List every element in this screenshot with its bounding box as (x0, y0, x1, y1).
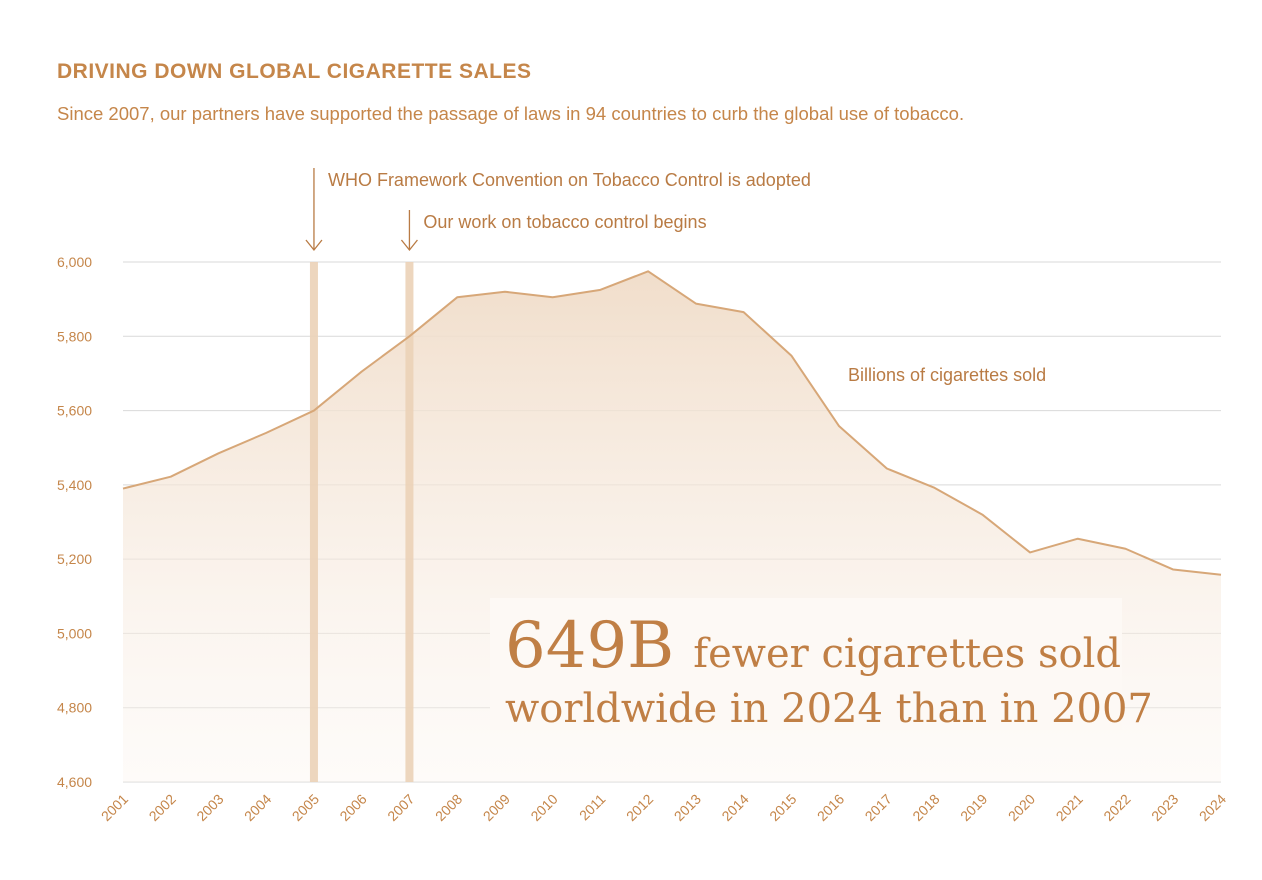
x-tick-label: 2023 (1148, 791, 1181, 824)
data-point (598, 288, 602, 292)
x-tick-label: 2009 (480, 791, 513, 824)
data-point (885, 467, 889, 471)
event-marker-bar (309, 262, 318, 782)
data-point (1076, 537, 1080, 541)
callout-backdrop (490, 598, 1122, 730)
x-tick-label: 2013 (671, 791, 704, 824)
data-point (121, 487, 125, 491)
x-tick-label: 2018 (909, 791, 942, 824)
x-tick-label: 2007 (384, 791, 417, 824)
y-tick-label: 5,800 (57, 328, 92, 344)
arrow-head-icon (400, 239, 418, 252)
y-tick-label: 5,000 (57, 625, 92, 641)
event-annotation: WHO Framework Convention on Tobacco Cont… (328, 170, 811, 190)
x-tick-label: 2022 (1100, 791, 1133, 824)
data-point (264, 431, 268, 435)
callout-line2: worldwide in 2024 than in 2007 (505, 686, 1153, 732)
x-tick-label: 2003 (193, 791, 226, 824)
data-point (1171, 568, 1175, 572)
x-tick-label: 2008 (432, 791, 465, 824)
x-tick-label: 2017 (862, 791, 895, 824)
data-point (933, 486, 937, 490)
x-tick-label: 2016 (814, 791, 847, 824)
data-point (1219, 573, 1223, 577)
data-point (646, 269, 650, 273)
data-point (169, 475, 173, 479)
data-point (360, 370, 364, 374)
event-annotation: Our work on tobacco control begins (423, 212, 706, 232)
data-point (1124, 547, 1128, 551)
data-point (742, 310, 746, 314)
x-tick-label: 2012 (623, 791, 656, 824)
x-tick-label: 2020 (1005, 791, 1038, 824)
chart-subtitle: Since 2007, our partners have supported … (57, 103, 965, 124)
x-tick-label: 2004 (241, 791, 274, 824)
y-tick-label: 5,400 (57, 477, 92, 493)
series-line (122, 270, 1222, 576)
arrow-head-icon (305, 239, 323, 252)
y-tick-label: 6,000 (57, 254, 92, 270)
data-point (980, 513, 984, 517)
x-tick-label: 2024 (1196, 791, 1229, 824)
x-tick-label: 2014 (718, 791, 751, 824)
event-marker-bar (405, 262, 414, 782)
callout-line1: fewer cigarettes sold (693, 631, 1121, 677)
x-tick-label: 2015 (766, 791, 799, 824)
x-tick-label: 2001 (98, 791, 131, 824)
data-point (1028, 550, 1032, 554)
y-tick-label: 5,200 (57, 551, 92, 567)
data-point (216, 451, 220, 455)
y-tick-label: 5,600 (57, 403, 92, 419)
x-tick-label: 2021 (1053, 791, 1086, 824)
data-point (455, 295, 459, 299)
data-point (837, 424, 841, 428)
x-tick-label: 2002 (146, 791, 179, 824)
x-tick-label: 2011 (576, 791, 609, 824)
data-point (407, 334, 411, 338)
data-point (789, 354, 793, 358)
y-tick-label: 4,800 (57, 700, 92, 716)
y-tick-label: 4,600 (57, 774, 92, 790)
callout-text: 649B fewer cigarettes sold worldwide in … (505, 609, 1153, 732)
data-point (503, 290, 507, 294)
series-label: Billions of cigarettes sold (848, 365, 1046, 385)
x-tick-label: 2006 (336, 791, 369, 824)
chart-title: DRIVING DOWN GLOBAL CIGARETTE SALES (57, 60, 532, 83)
data-point (551, 295, 555, 299)
callout-number: 649B (505, 609, 674, 683)
x-tick-label: 2010 (527, 791, 560, 824)
data-point (694, 302, 698, 306)
x-tick-label: 2005 (289, 791, 322, 824)
x-tick-label: 2019 (957, 791, 990, 824)
data-point (312, 409, 316, 413)
